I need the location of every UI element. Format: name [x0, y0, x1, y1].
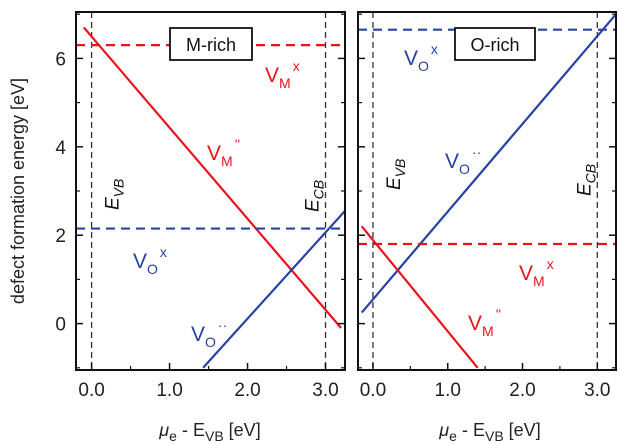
vo-x-label-orich: VOx [404, 41, 438, 74]
panel-label-box [454, 27, 536, 61]
vm-dprime-label-mrich: VM'' [207, 136, 240, 169]
vo-dots-label-mrich: VO·· [191, 317, 227, 350]
x-tick-label: 1.0 [435, 380, 461, 401]
series-group [76, 26, 345, 369]
series-line-1 [82, 26, 342, 329]
x-tick-label: 1.0 [156, 380, 182, 401]
evb-label: EVB [384, 159, 408, 190]
panel-label: M-rich [186, 35, 236, 55]
x-tick-label: 0.0 [78, 380, 104, 401]
y-tick-label: 6 [55, 49, 66, 70]
x-tick-label: 2.0 [234, 380, 260, 401]
x-tick-label: 3.0 [312, 380, 338, 401]
x-axis-title-mrich: μe - EVB [eV] [158, 420, 260, 444]
vm-x-label-orich: VMx [519, 256, 554, 289]
vo-x-label-mrich: VOx [133, 244, 167, 277]
panel-0: 0.0 1.0 2.0 3.0 0 2 4 6 EVB ECB M-rich [55, 11, 346, 401]
series-line-3 [360, 225, 479, 369]
vo-dots-label-orich: VO·· [445, 144, 481, 177]
y-tick-label: 0 [55, 315, 66, 336]
y-axis-title: defect formation energy [eV] [8, 78, 28, 304]
y-tick-label: 2 [55, 226, 66, 247]
y-tick-label: 4 [55, 138, 66, 159]
vm-dprime-label-orich: VM'' [468, 306, 501, 339]
vm-x-label-mrich: VMx [265, 58, 300, 91]
x-tick-label: 0.0 [360, 380, 386, 401]
x-tick-label: 3.0 [584, 380, 610, 401]
panel-label: O-rich [471, 35, 520, 55]
panel-label-box [169, 27, 253, 61]
x-tick-label: 2.0 [509, 380, 535, 401]
series-line-3 [202, 210, 345, 369]
x-axis-title-orich: μe - EVB [eV] [438, 420, 540, 444]
ecb-label: ECB [303, 180, 327, 212]
ecb-label: ECB [574, 164, 598, 196]
panel-1: 0.0 1.0 2.0 3.0 EVB ECB O-rich [357, 11, 617, 401]
evb-label: EVB [103, 179, 127, 210]
series-line-1 [360, 13, 616, 314]
